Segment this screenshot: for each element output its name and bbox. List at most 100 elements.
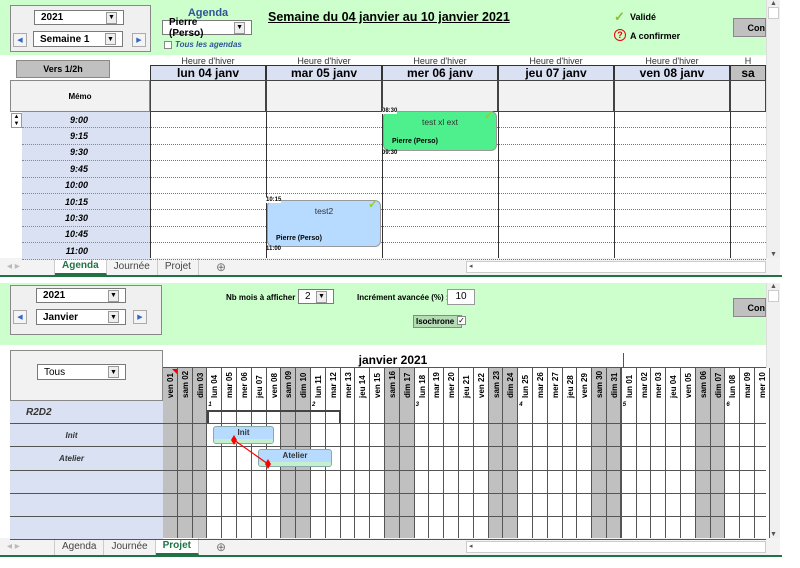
projet-confirm-button[interactable]: Con bbox=[733, 298, 766, 317]
filter-select[interactable]: Tous ▼ bbox=[37, 364, 126, 380]
day-header: jeu 07 janv bbox=[498, 65, 614, 81]
gantt-day-header: mer 13 bbox=[343, 372, 353, 398]
time-slot-label: 10:30 bbox=[22, 210, 150, 227]
gantt-day-column bbox=[621, 368, 637, 538]
gantt-day-header: lun 08 bbox=[728, 374, 738, 398]
gantt-day-header: sam 06 bbox=[698, 370, 708, 398]
gantt-row-label[interactable]: R2D2 bbox=[10, 401, 163, 425]
week-select[interactable]: Semaine 1 ▼ bbox=[33, 31, 123, 47]
time-slot-label: 9:00 bbox=[22, 112, 150, 129]
gantt-day-column bbox=[340, 368, 356, 538]
time-row-line bbox=[150, 209, 766, 211]
horizontal-scrollbar[interactable]: ◂ bbox=[466, 260, 766, 273]
add-sheet-icon[interactable]: ⊕ bbox=[215, 539, 227, 554]
gantt-day-column bbox=[414, 368, 430, 538]
add-sheet-icon[interactable]: ⊕ bbox=[215, 259, 226, 274]
gantt-day-header: ven 22 bbox=[476, 373, 486, 398]
half-hour-button[interactable]: Vers 1/2h bbox=[16, 60, 110, 78]
gantt-day-header: dim 24 bbox=[506, 372, 516, 398]
day-memo-cell[interactable] bbox=[730, 80, 766, 112]
nb-months-label: Nb mois à afficher : bbox=[226, 293, 301, 302]
gantt-day-column bbox=[636, 368, 652, 538]
confirm-button[interactable]: Con bbox=[733, 18, 766, 37]
event-start-time: 08:30 bbox=[382, 108, 398, 114]
horizontal-scrollbar[interactable]: ◂ bbox=[466, 540, 766, 553]
all-agendas-label: Tous les agendas bbox=[175, 40, 242, 49]
event-block[interactable]: test xl ext Pierre (Perso) ✓ bbox=[383, 108, 497, 151]
gantt-day-column bbox=[710, 368, 726, 538]
day-memo-cell[interactable] bbox=[614, 80, 730, 112]
gantt-row-label[interactable]: Init bbox=[10, 424, 163, 448]
gantt-day-column bbox=[473, 368, 489, 538]
event-block[interactable]: test2 Pierre (Perso) ✓ bbox=[267, 197, 381, 247]
event-title: test2 bbox=[314, 206, 334, 216]
increment-input[interactable]: 10 bbox=[447, 289, 475, 305]
day-memo-cell[interactable] bbox=[382, 80, 498, 112]
gantt-day-header: lun 04 bbox=[210, 374, 220, 398]
year-select[interactable]: 2021 ▼ bbox=[34, 10, 124, 25]
task-bar[interactable]: Init bbox=[213, 426, 274, 444]
week-number: 3 bbox=[415, 402, 419, 408]
filter-value: Tous bbox=[44, 366, 66, 378]
sheet-tab-agenda[interactable]: Agenda bbox=[55, 258, 107, 275]
page-title: Semaine du 04 janvier au 10 janvier 2021 bbox=[268, 10, 510, 24]
gantt-row-label[interactable] bbox=[10, 493, 163, 517]
gantt-day-column bbox=[695, 368, 711, 538]
day-season: Heure d'hiver bbox=[297, 56, 351, 66]
gantt-row-label[interactable] bbox=[10, 470, 163, 494]
gantt-day-header: mar 02 bbox=[639, 372, 649, 398]
agenda-select[interactable]: Pierre (Perso) ▼ bbox=[162, 17, 252, 39]
next-month-button[interactable]: ▶ bbox=[133, 310, 147, 324]
gantt-day-column bbox=[355, 368, 371, 538]
gantt-day-header: mer 27 bbox=[550, 372, 560, 398]
gantt-day-column bbox=[518, 368, 533, 538]
check-icon: ✓ bbox=[614, 9, 625, 24]
task-bar[interactable]: Atelier bbox=[258, 449, 332, 467]
gantt-day-header: lun 11 bbox=[313, 375, 323, 398]
day-column-line bbox=[382, 112, 383, 258]
sheet-tab-journée[interactable]: Journée bbox=[107, 258, 158, 275]
time-slot-label: 10:00 bbox=[22, 177, 150, 194]
day-memo-cell[interactable] bbox=[150, 80, 266, 112]
day-column-line bbox=[266, 112, 267, 258]
month-select[interactable]: Janvier ▼ bbox=[36, 309, 126, 325]
gantt-day-column bbox=[666, 368, 681, 538]
prev-week-button[interactable]: ◀ bbox=[13, 33, 27, 47]
gantt-day-column bbox=[607, 368, 622, 538]
all-agendas-checkbox[interactable] bbox=[164, 41, 172, 49]
gantt-row-label[interactable]: Atelier bbox=[10, 447, 163, 471]
day-memo-cell[interactable] bbox=[498, 80, 614, 112]
nb-months-select[interactable]: 2 ▼ bbox=[298, 289, 334, 304]
month-header-right bbox=[623, 353, 766, 368]
tab-scroll-arrows[interactable]: ◂ ▸ bbox=[0, 538, 55, 555]
gantt-day-header: dim 03 bbox=[195, 372, 205, 398]
vertical-scrollbar[interactable]: ▲ ▼ bbox=[766, 0, 780, 258]
agenda-label: Agenda bbox=[187, 7, 229, 19]
isochrone-checkbox[interactable]: ✓ bbox=[457, 316, 466, 325]
day-memo-cell[interactable] bbox=[266, 80, 382, 112]
sheet-tab-agenda[interactable]: Agenda bbox=[55, 538, 105, 555]
time-spinner[interactable]: ▲ ▼ bbox=[11, 113, 22, 128]
gantt-day-header: mar 19 bbox=[432, 372, 442, 398]
sheet-tab-projet[interactable]: Projet bbox=[155, 538, 199, 555]
week-value: Semaine 1 bbox=[40, 33, 90, 45]
row-label-text: Atelier bbox=[59, 453, 84, 463]
gantt-day-header: sam 16 bbox=[387, 370, 397, 398]
isochrone-label: Isochrone : bbox=[413, 315, 463, 328]
next-week-button[interactable]: ▶ bbox=[132, 33, 146, 47]
gantt-row-line bbox=[163, 516, 766, 517]
sheet-tab-projet[interactable]: Projet bbox=[158, 258, 199, 275]
day-column-line bbox=[150, 112, 151, 258]
nb-months-value: 2 bbox=[305, 291, 311, 302]
gantt-day-header: jeu 21 bbox=[461, 375, 471, 398]
sheet-tab-journée[interactable]: Journée bbox=[104, 538, 156, 555]
prev-month-button[interactable]: ◀ bbox=[13, 310, 27, 324]
gantt-day-header: mer 10 bbox=[757, 372, 767, 398]
gantt-row-label[interactable] bbox=[10, 517, 163, 541]
gantt-day-column bbox=[681, 368, 696, 538]
day-column-line bbox=[730, 112, 731, 258]
memo-label-cell: Mémo bbox=[10, 80, 150, 112]
projet-year-select[interactable]: 2021 ▼ bbox=[36, 288, 126, 303]
gantt-day-header: jeu 14 bbox=[358, 375, 368, 398]
tab-scroll-arrows[interactable]: ◂ ▸ bbox=[0, 258, 55, 275]
